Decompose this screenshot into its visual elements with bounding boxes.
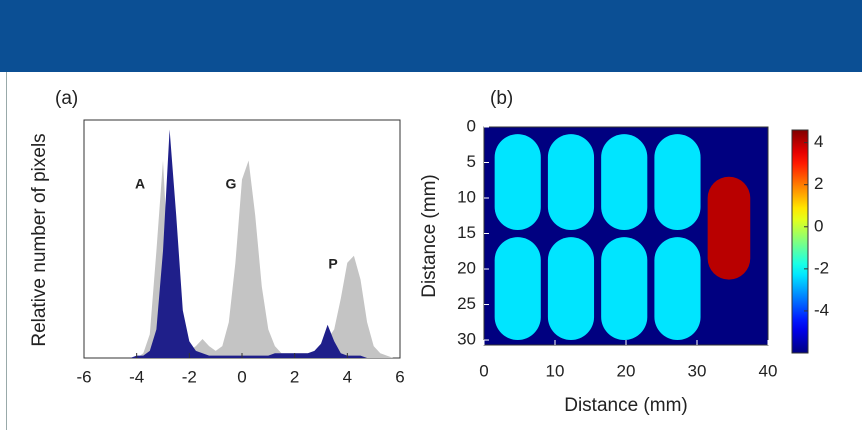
heatmap-region (495, 134, 541, 230)
x-tick-label: 0 (479, 361, 488, 380)
x-tick-label: 40 (759, 361, 778, 380)
annotation: P (328, 256, 337, 272)
x-axis-label: Distance (mm) (564, 395, 688, 416)
y-tick-label: 0 (467, 116, 476, 135)
panel-label: (a) (55, 88, 78, 109)
area (84, 161, 400, 359)
x-tick-label: 20 (617, 361, 636, 380)
x-tick-label: -6 (76, 367, 91, 386)
colorbar-tick-label: 0 (814, 216, 823, 235)
colorbar-tick-label: 4 (814, 132, 823, 151)
y-tick-label: 30 (457, 330, 476, 349)
figure: (a) Relative number of pixels (b) Distan… (0, 0, 862, 430)
x-tick-label: -4 (129, 367, 144, 386)
colorbar-tick-label: -4 (814, 300, 829, 319)
panel-label: (b) (490, 88, 513, 109)
x-tick-label: -2 (182, 367, 197, 386)
heatmap-region (495, 237, 541, 340)
x-tick-label: 30 (688, 361, 707, 380)
y-axis-label: Distance (mm) (419, 174, 440, 298)
colorbar-tick-label: 2 (814, 174, 823, 193)
y-tick-label: 15 (457, 223, 476, 242)
heatmap-region (601, 237, 647, 340)
x-tick-label: 6 (395, 367, 404, 386)
x-tick-label: 10 (546, 361, 565, 380)
heatmap-region (601, 134, 647, 230)
annotation: A (135, 176, 145, 192)
heatmap-region (548, 237, 594, 340)
colorbar-tick-label: -2 (814, 258, 829, 277)
x-tick-label: 0 (237, 367, 246, 386)
y-tick-label: 20 (457, 259, 476, 278)
heatmap-region (654, 134, 700, 230)
banner (0, 0, 862, 72)
heatmap-region (548, 134, 594, 230)
y-tick-label: 10 (457, 187, 476, 206)
colorbar (792, 130, 808, 353)
x-tick-label: 4 (343, 367, 352, 386)
y-tick-label: 25 (457, 294, 476, 313)
heatmap-region (708, 177, 751, 280)
x-tick-label: 2 (290, 367, 299, 386)
annotation: G (226, 176, 237, 192)
y-tick-label: 5 (467, 152, 476, 171)
y-axis-label: Relative number of pixels (29, 133, 50, 346)
heatmap-region (654, 237, 700, 340)
